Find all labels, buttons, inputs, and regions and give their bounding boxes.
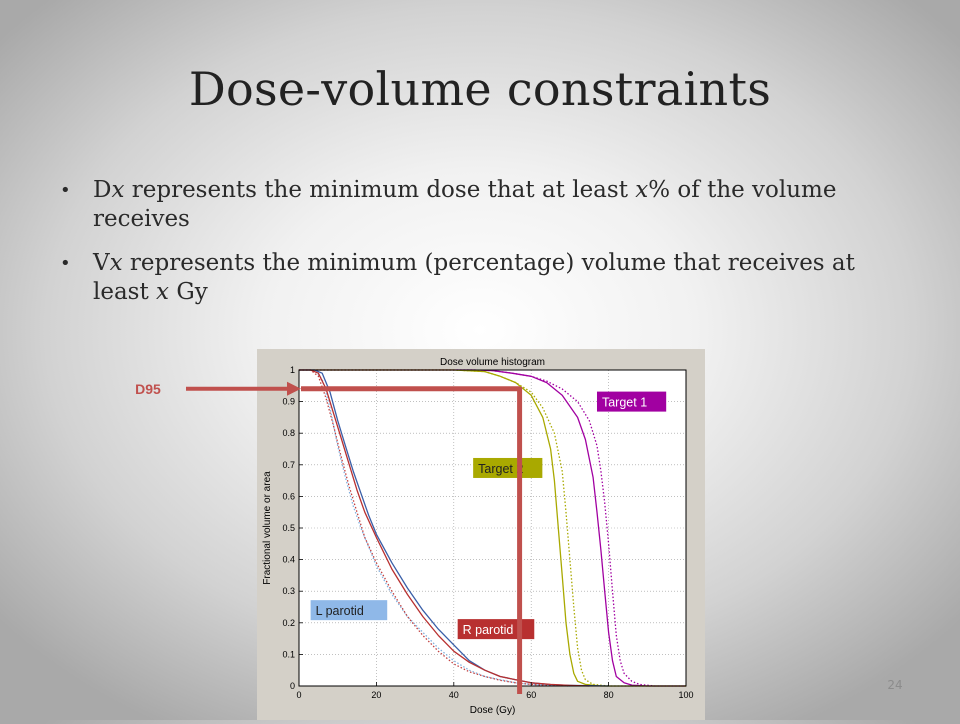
bullet-text-part: D <box>93 177 112 203</box>
y-tick-label: 0.5 <box>282 523 295 533</box>
bullet-text: Dx represents the minimum dose that at l… <box>93 177 836 232</box>
x-tick-label: 40 <box>449 690 459 700</box>
x-tick-label: 20 <box>371 690 381 700</box>
x-tick-label: 0 <box>296 690 301 700</box>
dose-volume-histogram: 0 20 40 60 80 100 0 0.1 0.2 0.3 0.4 0.5 0.6 0.7 0.8 0.9… <box>257 349 705 720</box>
bullet-text: Vx represents the minimum (percentage) v… <box>93 250 855 305</box>
slide-title: Dose-volume constraints <box>188 62 772 116</box>
legend-tag-target-2: Target 2 <box>473 457 543 478</box>
bullet-text-part: V <box>93 250 110 276</box>
legend-tag-r-parotid: R parotid <box>457 619 535 640</box>
y-tick-label: 0.8 <box>282 428 295 438</box>
legend-tag-background <box>596 391 667 412</box>
x-axis-label: Dose (Gy) <box>470 705 516 716</box>
y-tick-label: 0.2 <box>282 618 295 628</box>
bullet-text-part: x <box>109 250 123 276</box>
bullet-text-part: represents the minimum (percentage) volu… <box>93 250 855 305</box>
legend-tag-text: L parotid <box>316 604 364 618</box>
y-tick-label: 1 <box>290 365 295 375</box>
legend-tag-text: Target 2 <box>478 462 523 476</box>
x-tick-label: 100 <box>678 690 693 700</box>
bullet-text-part: Gy <box>169 279 208 305</box>
y-tick-label: 0.1 <box>282 649 295 659</box>
legend-tag-l-parotid: L parotid <box>310 600 388 621</box>
bullet-text-part: represents the minimum dose that at leas… <box>124 177 636 203</box>
bullet-text-part: x <box>111 177 125 203</box>
y-axis-label: Fractional volume or area <box>262 471 273 585</box>
bullet-marker: • <box>60 180 71 201</box>
y-tick-label: 0.3 <box>282 586 295 596</box>
legend-tag-background <box>310 600 388 621</box>
y-tick-label: 0.7 <box>282 460 295 470</box>
series-line-target-2 <box>299 369 686 687</box>
legend-tag-background <box>473 457 543 478</box>
legend-tag-background <box>457 619 535 640</box>
bullet-text-part: x <box>635 177 649 203</box>
series-line-target-2 <box>299 369 686 687</box>
series-line-target-1 <box>299 369 686 687</box>
bullet-vx-definition: • Vx represents the minimum (percentage)… <box>60 249 860 307</box>
legend-tag-text: R parotid <box>463 623 514 637</box>
dvh-figure: 0 20 40 60 80 100 0 0.1 0.2 0.3 0.4 0.5 0.6 0.7 0.8 0.9… <box>257 349 705 720</box>
series-line-r-parotid <box>299 369 570 687</box>
chart-title: Dose volume histogram <box>440 357 545 368</box>
series-line-target-1 <box>299 369 686 687</box>
page-number: 24 <box>887 678 903 692</box>
bullet-text-part: % of the volume receives <box>93 177 837 232</box>
d95-label: D95 <box>135 381 161 397</box>
legend-tag-text: Target 1 <box>602 396 647 410</box>
y-tick-label: 0.9 <box>282 397 295 407</box>
x-tick-label: 80 <box>604 690 614 700</box>
bullet-dx-definition: • Dx represents the minimum dose that at… <box>60 176 860 234</box>
bullet-list: • Dx represents the minimum dose that at… <box>60 176 860 322</box>
bullet-marker: • <box>60 253 71 274</box>
legend-tag-target-1: Target 1 <box>596 391 667 412</box>
x-tick-label: 60 <box>526 690 536 700</box>
bullet-text-part: x <box>156 279 170 305</box>
y-tick-label: 0.6 <box>282 491 295 501</box>
y-tick-label: 0 <box>290 681 295 691</box>
y-tick-label: 0.4 <box>282 555 295 565</box>
